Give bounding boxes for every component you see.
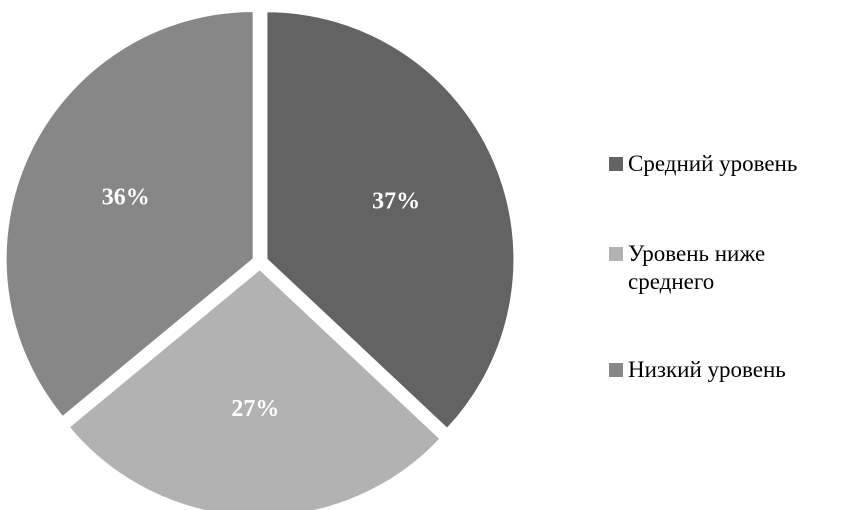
legend-swatch-medium [609,157,623,171]
pie-slice-below-average [67,267,442,510]
pie-slice-low [4,10,255,419]
slice-label-medium: 37% [372,189,420,215]
legend-swatch-low [609,363,623,377]
legend-label-below-average: Уровень ниже среднего [628,241,766,294]
legend-item-below-average: Уровень ниже среднего [609,240,818,296]
legend-label-medium: Средний уровень [628,151,798,176]
legend-label-low: Низкий уровень [628,357,786,382]
pie-chart: 37% 27% 36% [4,10,516,510]
slice-label-below-average: 27% [231,396,279,422]
legend-item-low: Низкий уровень [609,356,860,384]
pie-slice-medium [265,10,516,431]
legend-item-medium: Средний уровень [609,150,860,178]
legend-swatch-below-average [609,247,623,261]
slice-label-low: 36% [102,184,150,210]
legend: Средний уровень Уровень ниже среднего Ни… [609,0,865,510]
